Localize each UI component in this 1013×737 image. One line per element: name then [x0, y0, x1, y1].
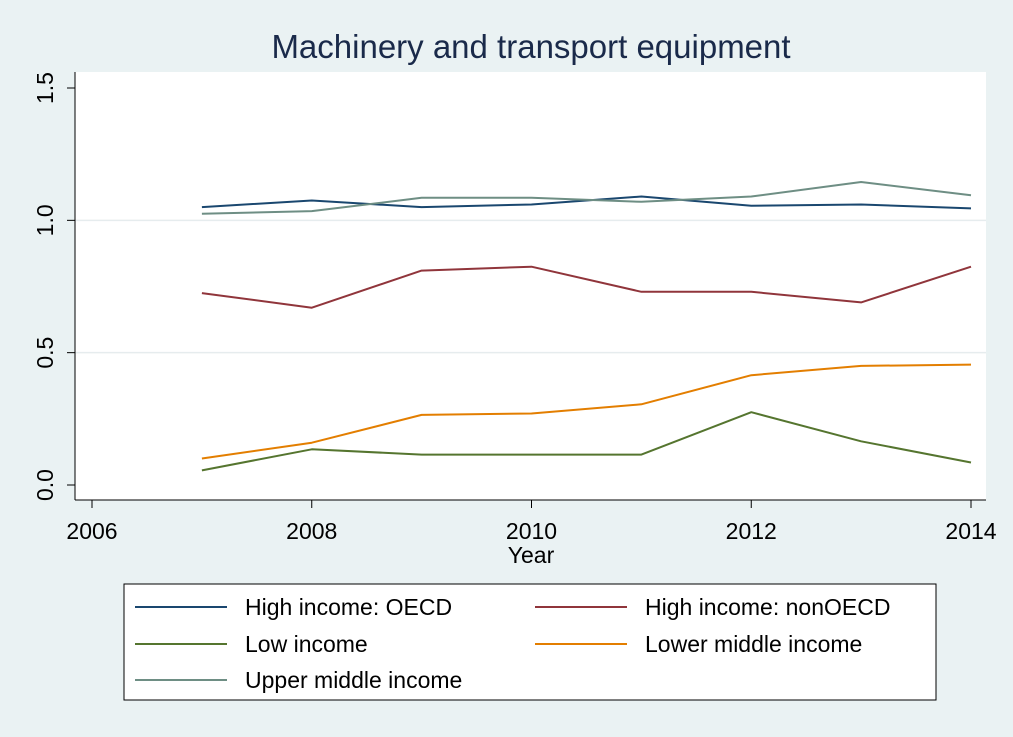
y-tick-label: 1.5 [32, 72, 58, 104]
y-tick-label: 1.0 [32, 204, 58, 236]
legend-label: High income: nonOECD [645, 594, 890, 620]
legend-label: High income: OECD [245, 594, 452, 620]
x-tick-label: 2014 [945, 518, 996, 544]
legend-box [123, 583, 937, 701]
y-tick-label: 0.0 [32, 469, 58, 501]
legend-label: Low income [245, 631, 368, 657]
axis-ticks: 0.0 0.5 1.0 1.5 2006 2008 2010 2012 2014 [32, 72, 997, 544]
x-tick-label: 2006 [66, 518, 117, 544]
legend: High income: OECD High income: nonOECD Low… [135, 594, 890, 693]
chart-title: Machinery and transport equipment [271, 28, 790, 65]
x-tick-label: 2008 [286, 518, 337, 544]
x-tick-label: 2012 [726, 518, 777, 544]
x-axis-label: Year [508, 542, 555, 568]
legend-label: Upper middle income [245, 667, 462, 693]
plot-area [75, 72, 986, 500]
y-tick-label: 0.5 [32, 337, 58, 369]
series-line-3 [201, 363, 972, 460]
legend-label: Lower middle income [645, 631, 862, 657]
series-lines [201, 181, 972, 472]
x-tick-label: 2010 [506, 518, 557, 544]
series-line-2 [201, 411, 972, 472]
series-line-1 [201, 265, 972, 309]
gridlines [75, 219, 986, 354]
series-line-4 [201, 181, 972, 215]
